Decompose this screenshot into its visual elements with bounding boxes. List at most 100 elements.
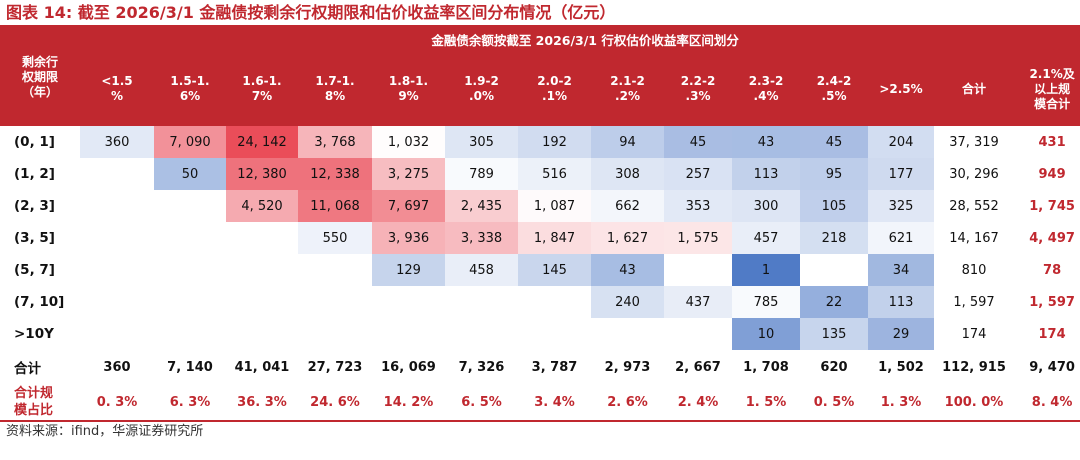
- table-cell: 43: [732, 126, 800, 158]
- table-cell: [226, 286, 298, 318]
- table-cell: 145: [518, 254, 591, 286]
- table-cell: 192: [518, 126, 591, 158]
- column-header: 1.6-1. 7%: [226, 52, 298, 126]
- row-axis-label: 剩余行 权期限 （年）: [0, 28, 80, 126]
- table-cell: 1, 627: [591, 222, 664, 254]
- table-cell: 177: [868, 158, 934, 190]
- table-cell: 789: [445, 158, 518, 190]
- table-cell: 41, 041: [234, 359, 290, 375]
- table-cell: 1, 745: [1029, 198, 1075, 214]
- table-cell: 1, 708: [743, 359, 789, 375]
- table-cell: 28, 552: [949, 198, 999, 214]
- table-cell: 550: [298, 222, 372, 254]
- table-row: (5, 7] 129 458 145 43 1 34 810 78: [0, 254, 1080, 286]
- table-row: (3, 5] 550 3, 936 3, 338 1, 847 1, 627 1, 575 4…: [0, 222, 1080, 254]
- table-cell: [80, 190, 154, 222]
- table-cell: 16, 069: [381, 359, 436, 375]
- table-cell: 12, 380: [226, 158, 298, 190]
- table-cell: 257: [664, 158, 732, 190]
- table-cell: 308: [591, 158, 664, 190]
- table-cell: 29: [868, 318, 934, 350]
- table-cell: 174: [1038, 326, 1066, 342]
- table-cell: 3, 787: [531, 359, 578, 375]
- table-cell: 1, 032: [372, 126, 445, 158]
- table-cell: 1, 597: [1029, 294, 1075, 310]
- table-cell: 431: [1038, 134, 1066, 150]
- row-label: (7, 10]: [14, 294, 65, 310]
- row-label: 合计规 模占比: [14, 386, 54, 418]
- column-header: 2.2-2 .3%: [664, 52, 732, 126]
- column-group-label: 金融债余额按截至 2026/3/1 行权估价收益率区间划分: [80, 28, 1080, 52]
- table-cell: 100. 0%: [944, 394, 1004, 410]
- chart-title: 图表 14: 截至 2026/3/1 金融债按剩余行权期限和估价收益率区间分布情…: [6, 3, 616, 22]
- table-cell: 10: [732, 318, 800, 350]
- table-cell: 360: [103, 359, 131, 375]
- table-cell: 3, 275: [372, 158, 445, 190]
- column-header: 2.4-2 .5%: [800, 52, 868, 126]
- table-cell: 620: [820, 359, 848, 375]
- table-cell: 458: [445, 254, 518, 286]
- table-cell: 105: [800, 190, 868, 222]
- table-cell: 1. 3%: [880, 394, 922, 410]
- row-label: >10Y: [14, 326, 54, 342]
- table-cell: 9, 470: [1029, 359, 1075, 375]
- table-cell: [800, 254, 868, 286]
- table-cell: 457: [732, 222, 800, 254]
- table-cell: [154, 286, 226, 318]
- share-row: 合计规 模占比 0. 3% 6. 3% 36. 3% 24. 6% 14. 2% 6. 5%…: [0, 384, 1080, 420]
- table-cell: 4, 520: [226, 190, 298, 222]
- total-row: 合计 360 7, 140 41, 041 27, 723 16, 069 7, 326 3,…: [0, 350, 1080, 384]
- column-header: 1.7-1. 8%: [298, 52, 372, 126]
- table-cell: 204: [868, 126, 934, 158]
- table-cell: 6. 5%: [461, 394, 502, 410]
- table-cell: [80, 158, 154, 190]
- distribution-table: 剩余行 权期限 （年） 金融债余额按截至 2026/3/1 行权估价收益率区间划…: [0, 28, 1080, 420]
- row-label: (0, 1]: [14, 134, 55, 150]
- table-cell: [154, 190, 226, 222]
- table-cell: [154, 318, 226, 350]
- table-cell: 7, 326: [458, 359, 505, 375]
- table-cell: 78: [1043, 262, 1062, 278]
- table-cell: 4, 497: [1029, 230, 1075, 246]
- table-cell: 0. 3%: [96, 394, 138, 410]
- table-cell: 218: [800, 222, 868, 254]
- table-cell: 1, 087: [518, 190, 591, 222]
- row-label: (3, 5]: [14, 230, 55, 246]
- column-header: 2.1%及 以上规 模合计: [1014, 52, 1080, 126]
- table-cell: [80, 254, 154, 286]
- table-cell: 22: [800, 286, 868, 318]
- table-cell: 300: [732, 190, 800, 222]
- table-cell: 45: [664, 126, 732, 158]
- table-cell: 95: [800, 158, 868, 190]
- table-cell: [591, 318, 664, 350]
- table-cell: 325: [868, 190, 934, 222]
- table-cell: 12, 338: [298, 158, 372, 190]
- table-cell: [298, 318, 372, 350]
- column-header: <1.5 %: [80, 52, 154, 126]
- table-cell: 3, 338: [445, 222, 518, 254]
- table-cell: 949: [1038, 166, 1066, 182]
- table-cell: 94: [591, 126, 664, 158]
- column-header: 合计: [934, 52, 1014, 126]
- table-cell: 516: [518, 158, 591, 190]
- table-cell: 45: [800, 126, 868, 158]
- table-cell: [80, 318, 154, 350]
- table-cell: [226, 318, 298, 350]
- table-cell: 113: [868, 286, 934, 318]
- table-cell: 1: [732, 254, 800, 286]
- table-cell: 113: [732, 158, 800, 190]
- row-label: (1, 2]: [14, 166, 55, 182]
- table-cell: 7, 697: [372, 190, 445, 222]
- table-cell: 30, 296: [949, 166, 999, 182]
- table-cell: 1, 575: [664, 222, 732, 254]
- table-cell: 174: [961, 326, 987, 342]
- table-cell: [518, 318, 591, 350]
- table-cell: 1, 597: [953, 294, 995, 310]
- table-row: >10Y 10 135 29 174 174: [0, 318, 1080, 350]
- table-cell: 1, 502: [878, 359, 924, 375]
- column-header: 1.9-2 .0%: [445, 52, 518, 126]
- table-cell: 785: [732, 286, 800, 318]
- table-cell: 437: [664, 286, 732, 318]
- table-cell: [298, 286, 372, 318]
- table-cell: 14, 167: [949, 230, 999, 246]
